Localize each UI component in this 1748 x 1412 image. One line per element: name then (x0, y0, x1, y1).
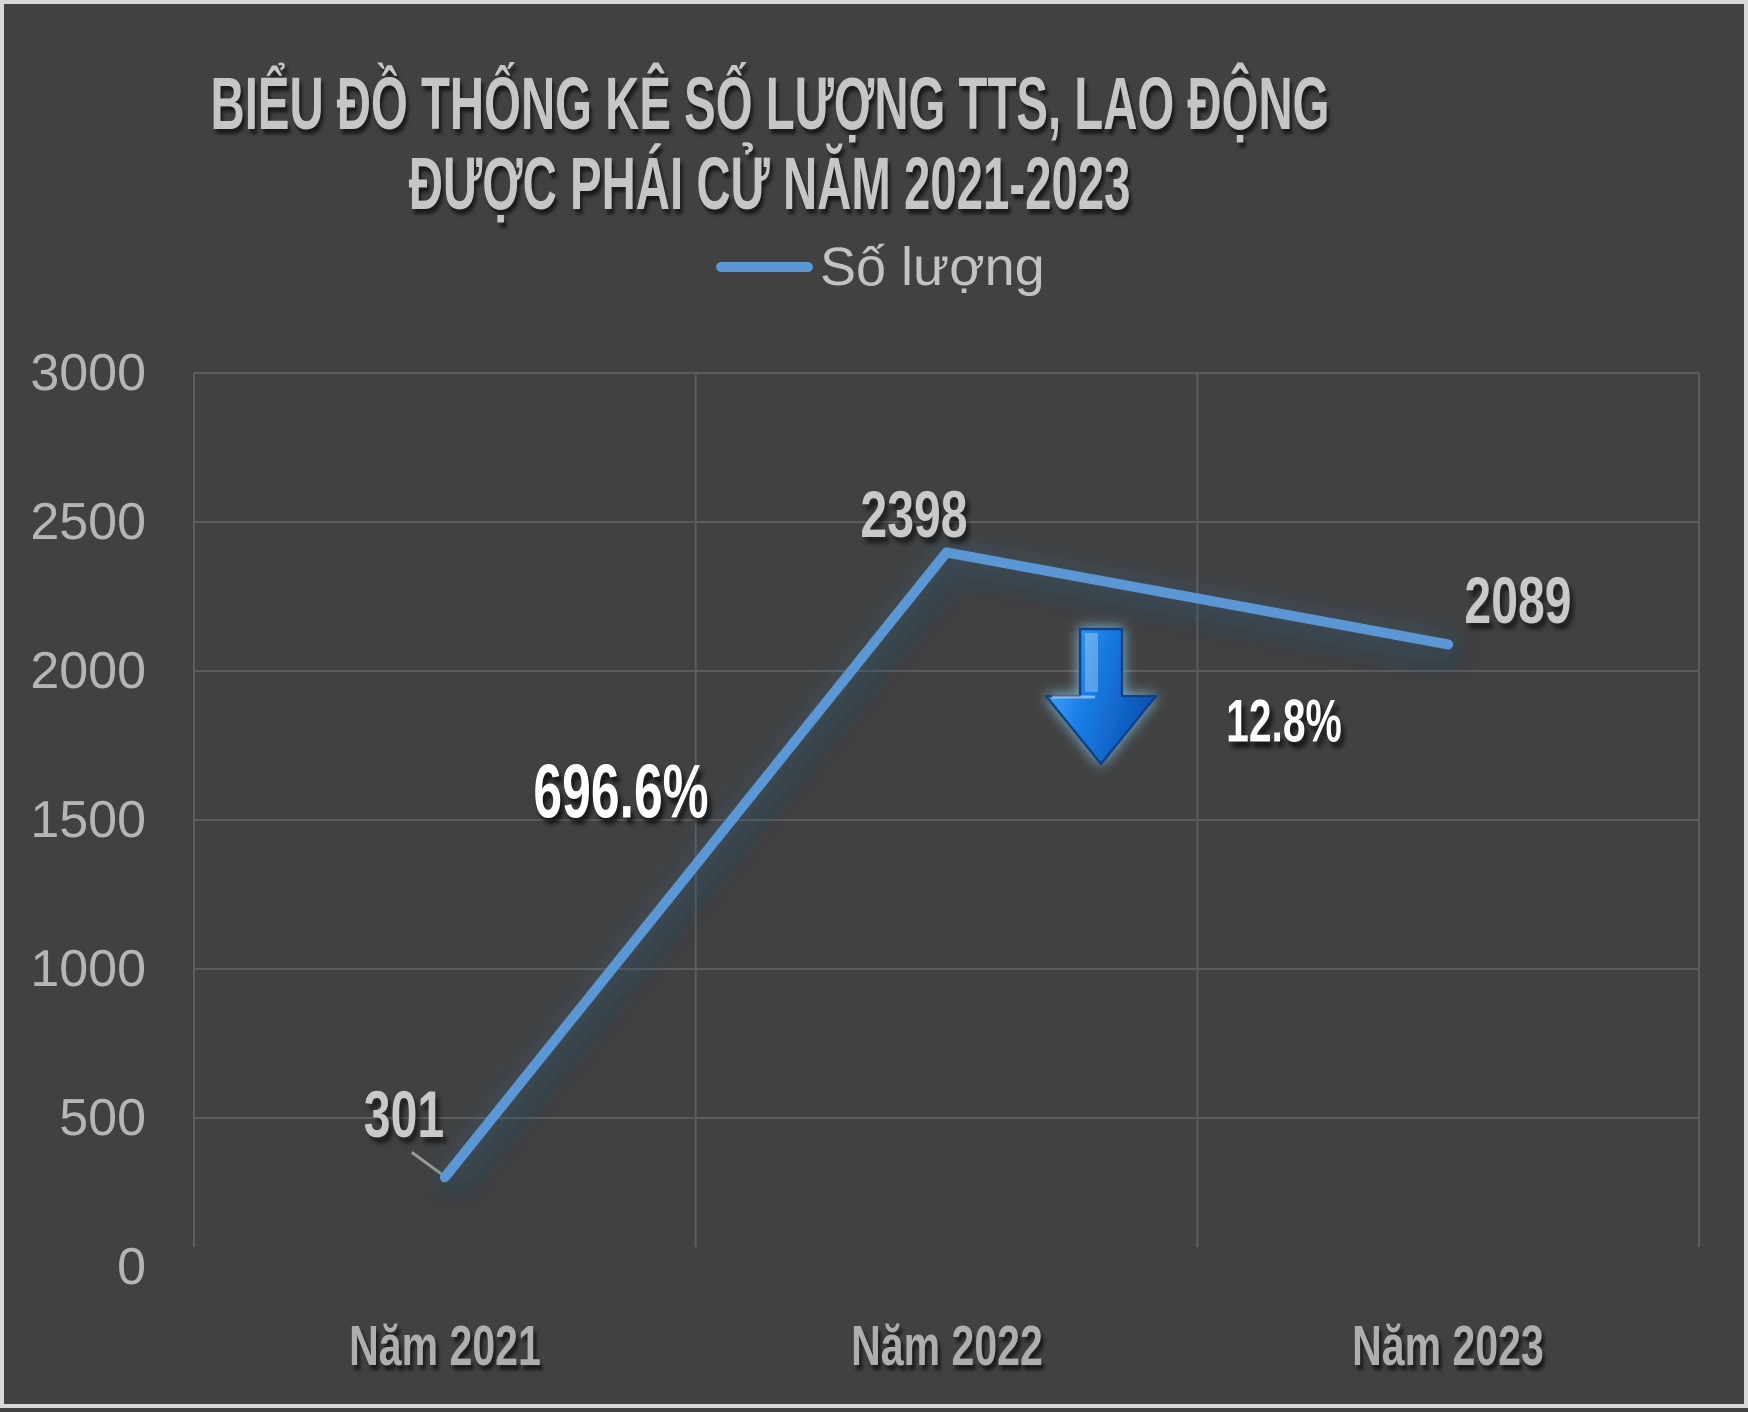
series-line-so-luong (439, 547, 1454, 1183)
y-tick-label: 1500 (30, 791, 146, 849)
data-label: 2089 (1464, 563, 1572, 638)
series-group (410, 547, 1454, 1183)
annotation-decrease-percent: 12.8% (1226, 687, 1342, 755)
x-category-label: Năm 2022 (850, 1314, 1043, 1378)
y-tick-label: 2500 (30, 493, 146, 551)
data-label: 301 (363, 1077, 445, 1152)
legend-label: Số lượng (820, 237, 1045, 297)
legend: Số lượng (716, 238, 1045, 296)
chart-canvas: BIỂU ĐỒ THỐNG KÊ SỐ LƯỢNG TTS, LAO ĐỘNG … (4, 4, 1744, 1404)
gridlines (193, 372, 1700, 1247)
chart-title-line1: BIỂU ĐỒ THỐNG KÊ SỐ LƯỢNG TTS, LAO ĐỘNG (210, 62, 1330, 145)
y-tick-label: 1000 (30, 940, 146, 998)
data-label-leader-line (410, 1151, 443, 1176)
x-category-label: Năm 2021 (349, 1314, 541, 1378)
legend-line-swatch (716, 262, 813, 272)
y-tick-label: 3000 (30, 344, 146, 402)
annotation-increase-percent: 696.6% (533, 749, 709, 835)
chart-title: BIỂU ĐỒ THỐNG KÊ SỐ LƯỢNG TTS, LAO ĐỘNG … (0, 64, 1644, 224)
x-category-label: Năm 2023 (1352, 1314, 1544, 1378)
plot-area (193, 372, 1700, 1247)
y-tick-label: 2000 (30, 642, 146, 700)
chart-title-line2: ĐƯỢC PHÁI CỬ NĂM 2021-2023 (409, 142, 1131, 225)
y-tick-label: 500 (59, 1089, 146, 1147)
down-arrow-icon (1044, 627, 1158, 766)
y-tick-label: 0 (117, 1238, 146, 1296)
data-label: 2398 (859, 477, 968, 552)
